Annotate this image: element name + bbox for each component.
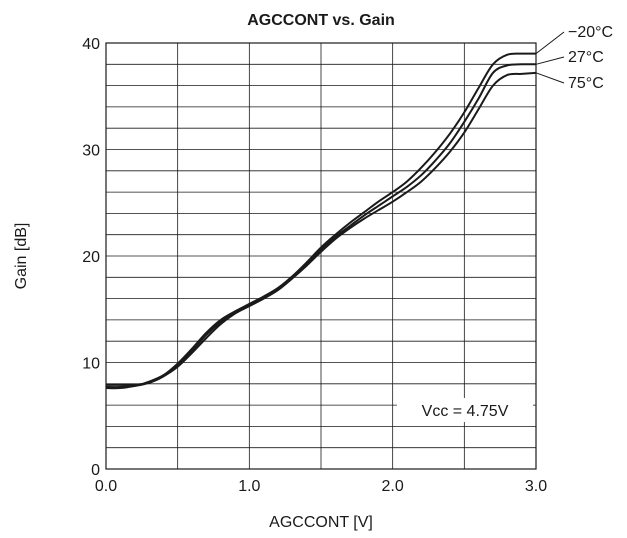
annotation-background — [397, 398, 533, 422]
y-tick-label: 10 — [82, 356, 100, 373]
x-tick-label: 0.0 — [95, 478, 117, 495]
legend-label: −20°C — [568, 24, 613, 41]
y-tick-labels: 0 10 20 30 40 — [82, 36, 100, 479]
legend-leader-line — [535, 31, 565, 55]
x-tick-labels: 0.0 1.0 2.0 3.0 — [95, 478, 547, 495]
legend-label: 27°C — [568, 49, 604, 66]
y-tick-label: 0 — [91, 462, 100, 479]
x-tick-label: 3.0 — [525, 478, 547, 495]
legend-leader-line — [535, 72, 565, 84]
legend-label: 75°C — [568, 75, 604, 92]
y-tick-label: 20 — [82, 249, 100, 266]
plot-frame — [105, 42, 537, 470]
legend: −20°C 27°C 75°C — [535, 24, 613, 92]
series-line — [105, 52, 537, 389]
chart-title: AGCCONT vs. Gain — [247, 12, 395, 29]
y-tick-label: 30 — [82, 143, 100, 160]
y-tick-label: 40 — [82, 36, 100, 53]
annotation-text: Vcc = 4.75V — [422, 403, 509, 420]
x-tick-label: 2.0 — [382, 478, 404, 495]
x-axis-label: AGCCONT [V] — [269, 514, 373, 531]
y-axis-label: Gain [dB] — [13, 223, 30, 290]
series-line — [105, 71, 537, 390]
x-tick-label: 1.0 — [238, 478, 260, 495]
annotation: Vcc = 4.75V — [397, 398, 533, 422]
series-group — [105, 52, 537, 390]
legend-leader-line — [535, 56, 565, 65]
